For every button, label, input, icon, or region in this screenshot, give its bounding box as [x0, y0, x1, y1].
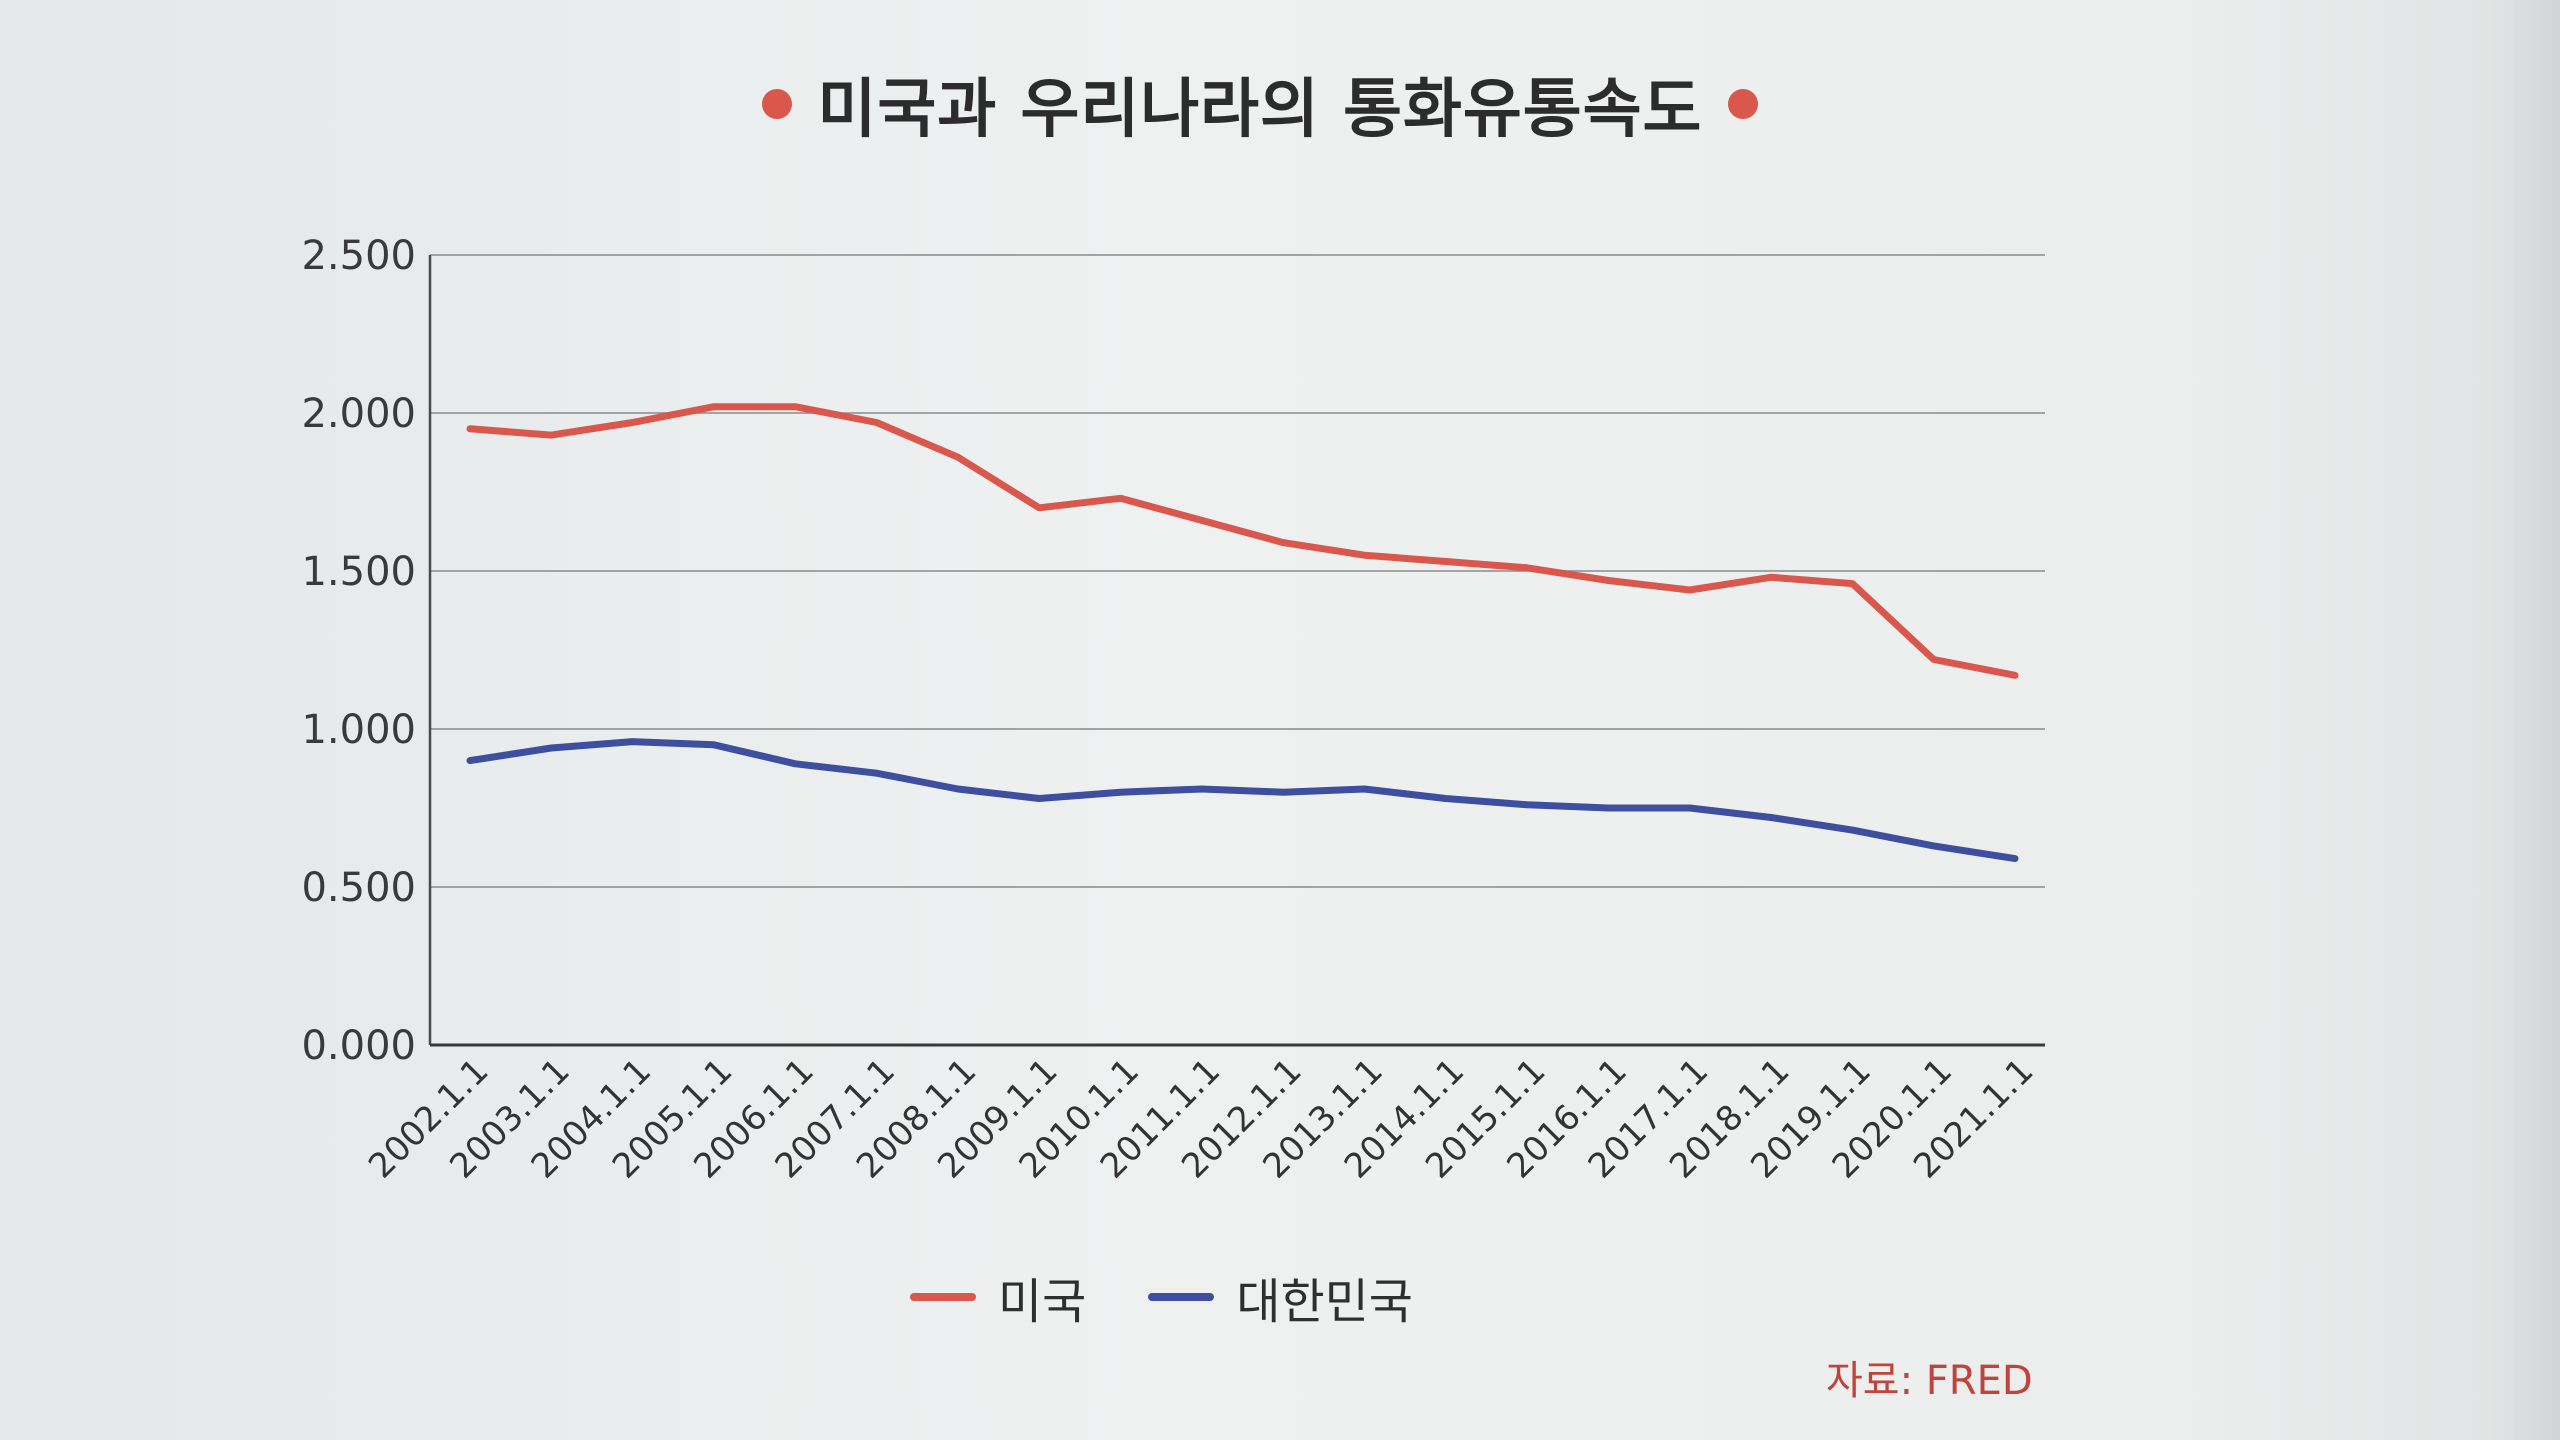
title-dot-right: [1728, 89, 1759, 119]
title-dot-left: [761, 89, 792, 119]
axes: [428, 255, 2045, 1047]
y-tick-label: 0.000: [301, 1023, 416, 1069]
y-tick-label: 2.000: [301, 391, 416, 437]
legend-swatch-usa: [910, 1293, 976, 1301]
chart-title: 미국과 우리나라의 통화유통속도: [0, 58, 2560, 150]
legend: 미국 대한민국: [910, 1262, 1453, 1332]
series-line-korea: [466, 738, 2019, 863]
y-tick-label: 2.500: [301, 233, 416, 279]
source-note: 자료: FRED: [1826, 1358, 2033, 1404]
page-edge-shadow: [2490, 0, 2560, 1440]
series-lines: [466, 403, 2019, 863]
legend-swatch-korea: [1148, 1293, 1215, 1301]
legend-label-usa: 미국: [998, 1274, 1087, 1330]
y-tick-labels: 0.000 0.500 1.000 1.500 2.000 2.500: [301, 233, 416, 1069]
legend-label-korea: 대한민국: [1236, 1274, 1413, 1330]
y-tick-label: 0.500: [301, 865, 416, 911]
y-tick-label: 1.000: [301, 707, 416, 753]
legend-item-korea: 대한민국: [1148, 1262, 1413, 1332]
series-line-usa: [466, 403, 2019, 679]
legend-item-usa: 미국: [910, 1262, 1086, 1332]
chart-title-text: 미국과 우리나라의 통화유통속도: [817, 73, 1703, 147]
y-tick-label: 1.500: [301, 549, 416, 595]
x-tick-labels: 2002.1.12003.1.12004.1.12005.1.12006.1.1…: [361, 1051, 2041, 1186]
